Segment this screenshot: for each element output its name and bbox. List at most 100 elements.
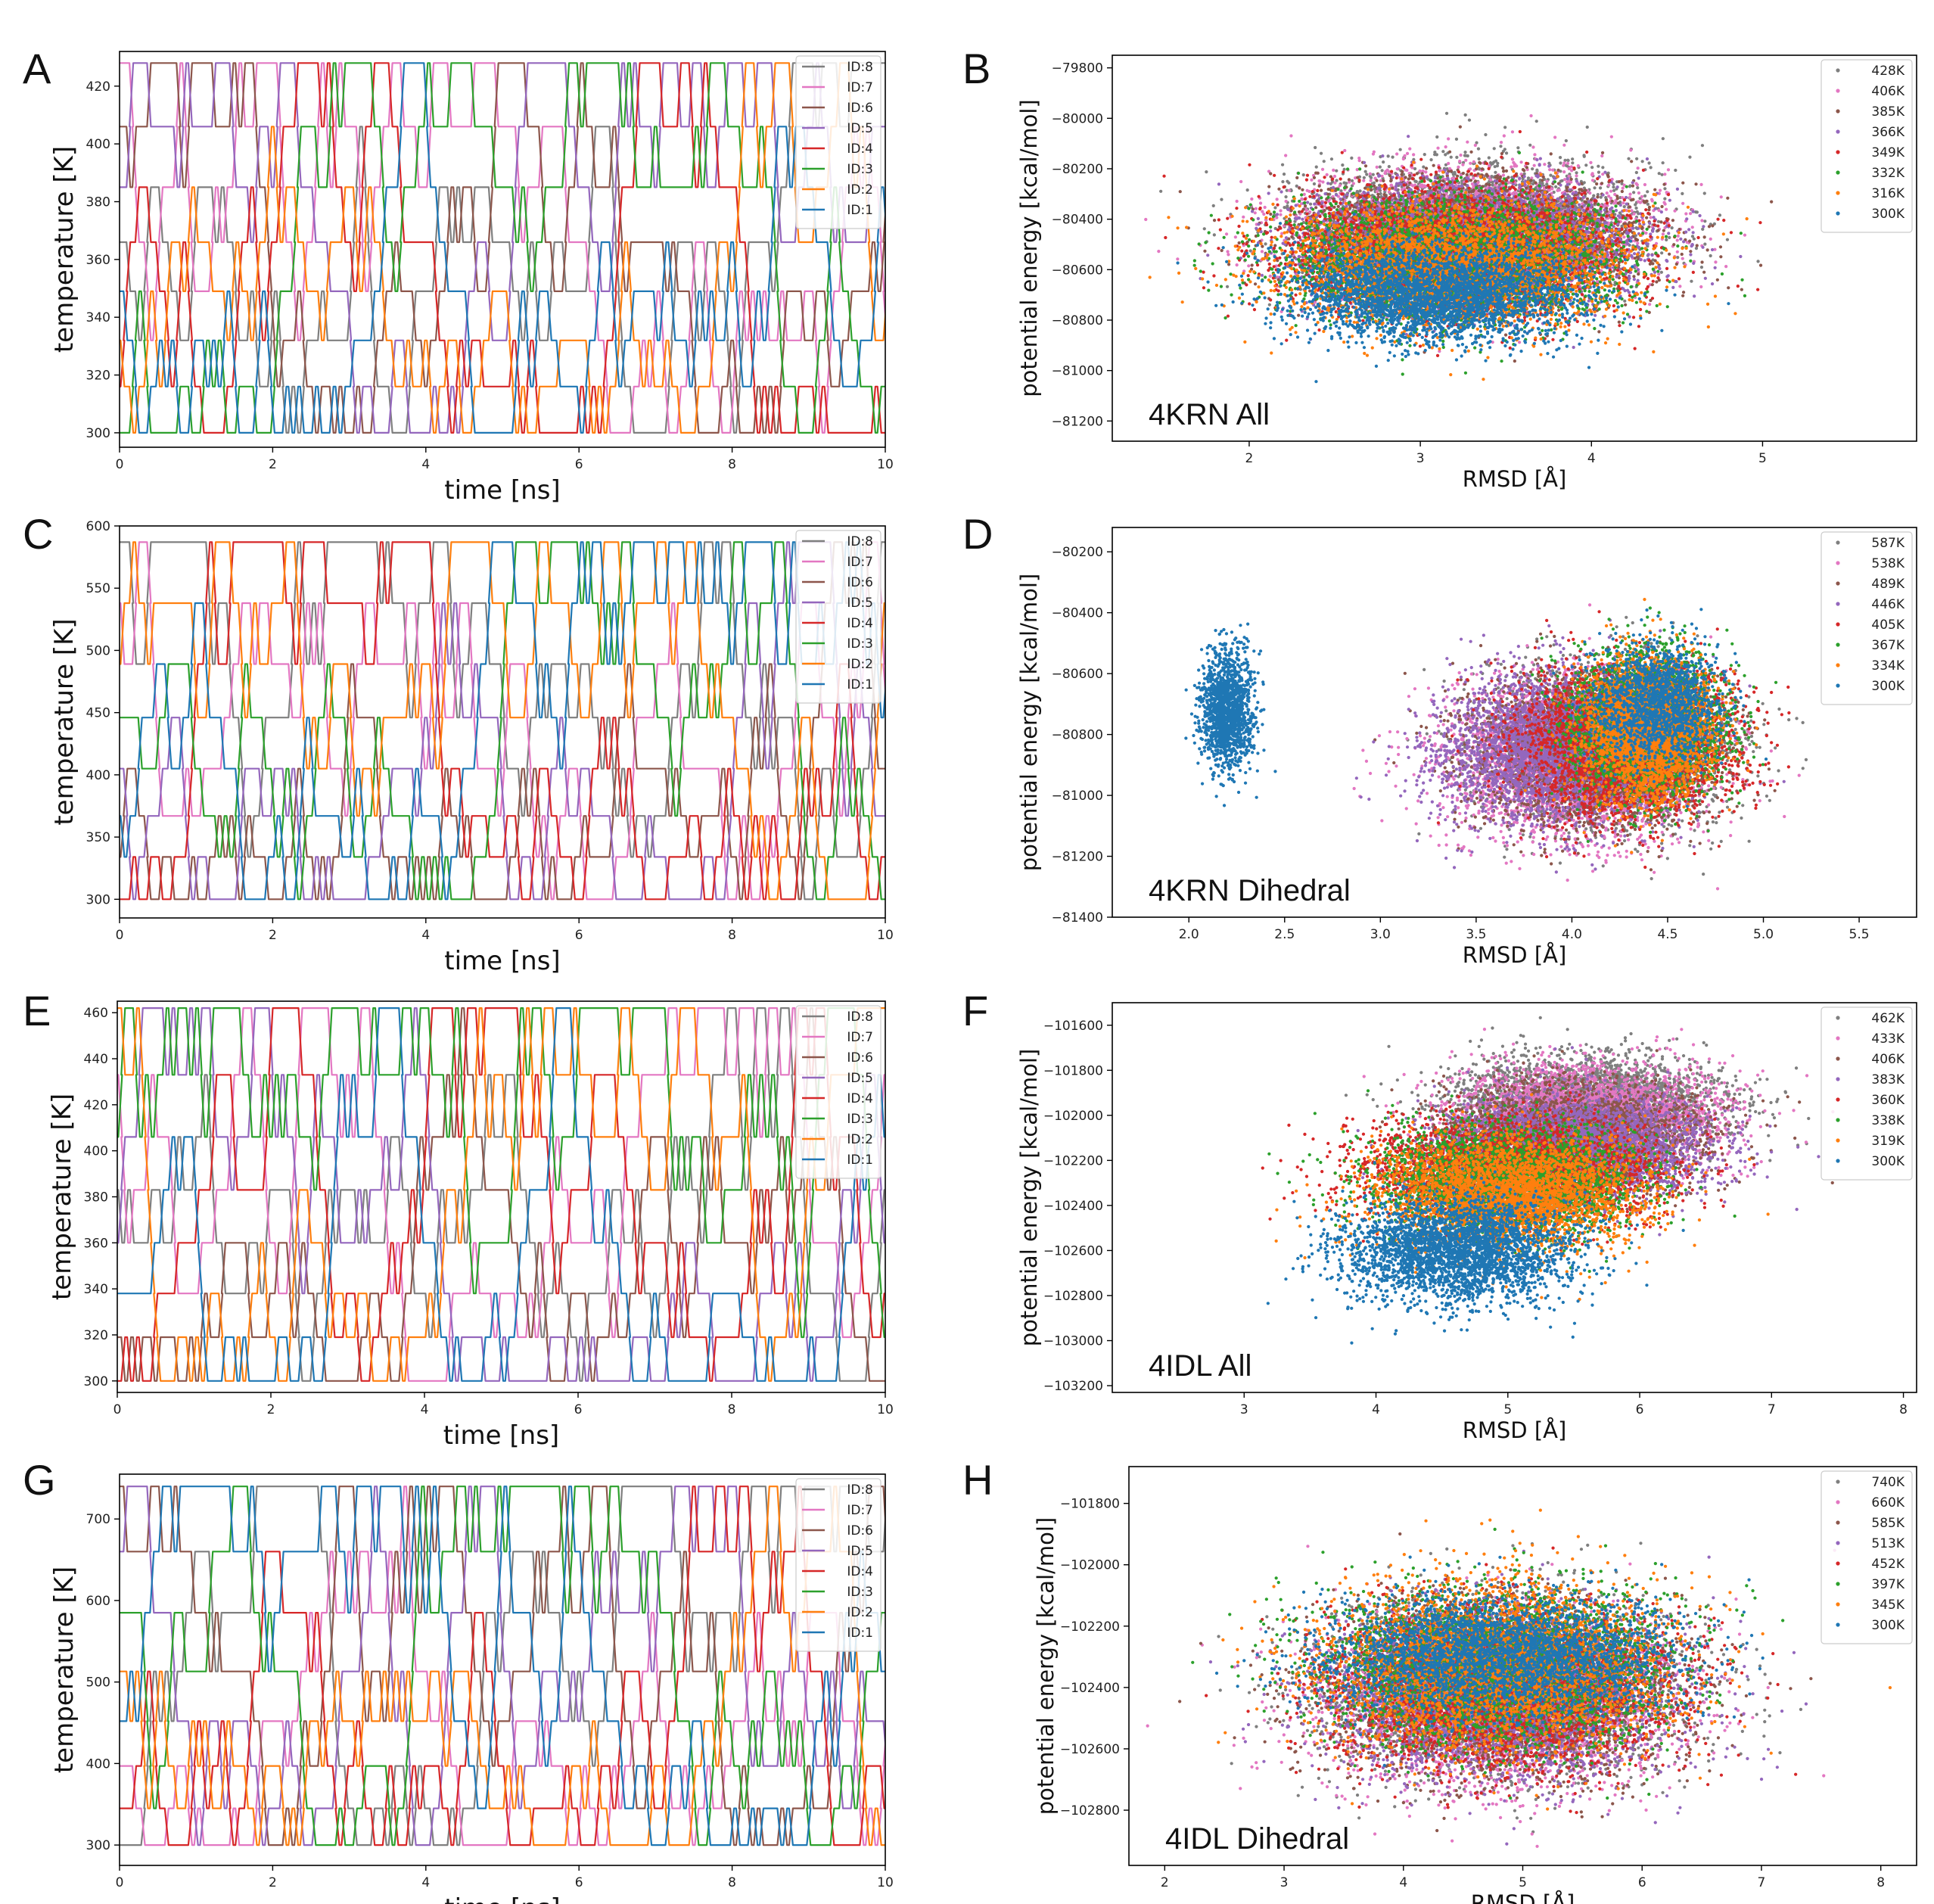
x-tick-label: 4 — [421, 928, 430, 943]
y-tick-label: −81400 — [1052, 910, 1103, 926]
legend-entry: ID:8 — [847, 1010, 873, 1025]
legend-entry: ID:6 — [847, 1523, 873, 1538]
legend-entry: 397K — [1871, 1577, 1904, 1592]
legend-swatch — [1836, 109, 1840, 114]
legend-entry: 300K — [1871, 1154, 1904, 1169]
series-line-id2 — [120, 62, 885, 434]
y-tick-label: 380 — [84, 1190, 108, 1206]
legend-entry: ID:3 — [847, 636, 873, 652]
y-tick-label: −102200 — [1043, 1153, 1103, 1168]
y-tick-label: −102600 — [1043, 1243, 1103, 1258]
legend-entry: ID:8 — [847, 534, 873, 549]
y-tick-label: −80600 — [1052, 263, 1103, 278]
series-line-id3 — [120, 1486, 885, 1846]
legend-swatch — [1836, 150, 1840, 154]
legend-entry: ID:5 — [847, 596, 873, 611]
x-tick-label: 6 — [575, 928, 583, 943]
legend-entry: ID:2 — [847, 182, 873, 198]
x-tick-label: 6 — [1636, 1402, 1644, 1417]
y-tick-label: −80200 — [1052, 162, 1103, 177]
legend-entry: ID:2 — [847, 1605, 873, 1620]
series-line-id1 — [120, 62, 885, 434]
legend-entry: ID:6 — [847, 101, 873, 116]
legend-swatch — [1836, 540, 1840, 545]
legend-entry: ID:5 — [847, 1544, 873, 1559]
plot-area-F — [1261, 1016, 1835, 1345]
series-line-id8 — [120, 541, 885, 901]
legend-entry: ID:2 — [847, 657, 873, 672]
x-tick-label: 5 — [1503, 1402, 1512, 1417]
axes-frame-C — [119, 525, 886, 919]
legend: ID:8 ID:7 ID:6 ID:5 ID:4 ID:3 ID:2 ID:1 — [795, 530, 881, 704]
y-tick-label: −81200 — [1052, 850, 1103, 865]
legend-entry: 300K — [1871, 1618, 1904, 1633]
legend-entry: 332K — [1871, 166, 1904, 181]
axes-frame-B — [1112, 54, 1917, 442]
legend-entry: ID:8 — [847, 60, 873, 75]
y-tick-label: −80800 — [1052, 313, 1103, 328]
series-points-300K — [1266, 1151, 1685, 1345]
x-tick-label: 4.0 — [1562, 927, 1582, 942]
y-axis-label: potential energy [kcal/mol] — [1016, 1049, 1042, 1347]
y-tick-label: 400 — [86, 768, 110, 783]
legend-entry: ID:1 — [847, 677, 873, 692]
y-tick-label: −80800 — [1052, 728, 1103, 743]
y-tick-label: 420 — [86, 79, 110, 95]
x-tick-label: 0 — [116, 1875, 124, 1890]
legend-swatch — [1836, 89, 1840, 93]
y-tick-label: 350 — [86, 830, 110, 845]
legend-swatch — [1836, 1602, 1840, 1607]
panel-annotation: 4KRN Dihedral — [1149, 874, 1351, 907]
axes-frame-D — [1112, 527, 1917, 918]
legend-swatch — [1836, 602, 1840, 606]
legend-swatch — [1836, 1016, 1840, 1020]
series-line-id3 — [120, 62, 885, 434]
legend-entry: ID:7 — [847, 1503, 873, 1518]
legend: ID:8 ID:7 ID:6 ID:5 ID:4 ID:3 ID:2 ID:1 — [795, 1478, 881, 1652]
legend-entry: 360K — [1871, 1093, 1904, 1108]
y-tick-label: 300 — [86, 892, 110, 907]
x-tick-label: 10 — [877, 928, 894, 943]
y-tick-label: −80200 — [1052, 545, 1103, 560]
legend-swatch — [1836, 1118, 1840, 1122]
x-tick-label: 4 — [421, 1875, 430, 1890]
series-points-300K — [1176, 212, 1730, 384]
panel-F: F 3 4 5 6 7 8 −103200 −103000 −102800 −102600 −1024… — [962, 987, 1917, 1443]
panel-annotation: 4IDL All — [1149, 1349, 1252, 1383]
y-tick-label: −80600 — [1052, 667, 1103, 682]
legend-swatch — [1836, 622, 1840, 627]
x-tick-label: 4 — [421, 1402, 429, 1417]
y-tick-label: −101600 — [1043, 1019, 1103, 1034]
legend-swatch — [1836, 1159, 1840, 1163]
y-tick-label: 440 — [84, 1052, 108, 1067]
y-axis-label: potential energy [kcal/mol] — [1033, 1517, 1059, 1815]
axes-frame-E — [117, 1000, 886, 1393]
x-tick-label: 7 — [1768, 1402, 1776, 1417]
legend-entry: 489K — [1871, 577, 1904, 592]
legend-entry: 366K — [1871, 125, 1904, 140]
plot-area-D — [1184, 598, 1808, 891]
y-tick-label: 600 — [86, 1594, 110, 1609]
x-axis-label: RMSD [Å] — [1471, 1890, 1575, 1904]
plot-area-E — [117, 1007, 885, 1382]
legend-entry: 316K — [1871, 186, 1904, 201]
legend-entry: 446K — [1871, 597, 1904, 612]
legend-entry: 405K — [1871, 618, 1904, 633]
legend: 462K 433K 406K 383K 360K 338K 319K 300K — [1821, 1006, 1913, 1181]
y-tick-label: −102800 — [1043, 1289, 1103, 1304]
x-tick-label: 5 — [1758, 451, 1767, 466]
legend-swatch — [1836, 1561, 1840, 1566]
axes-frame-F — [1112, 1002, 1917, 1393]
y-tick-label: 340 — [84, 1282, 108, 1297]
legend-entry: ID:4 — [847, 142, 873, 157]
y-axis-label: potential energy [kcal/mol] — [1016, 574, 1042, 872]
x-tick-label: 0 — [116, 457, 124, 472]
y-tick-label: −80400 — [1052, 213, 1103, 228]
legend-entry: 428K — [1871, 64, 1904, 79]
series-line-id3 — [117, 1007, 885, 1339]
panel-annotation: 4KRN All — [1149, 398, 1270, 431]
plot-area-G — [120, 1486, 885, 1846]
legend-entry: 538K — [1871, 556, 1904, 571]
x-tick-label: 3.0 — [1370, 927, 1391, 942]
y-tick-label: −102800 — [1060, 1803, 1120, 1818]
